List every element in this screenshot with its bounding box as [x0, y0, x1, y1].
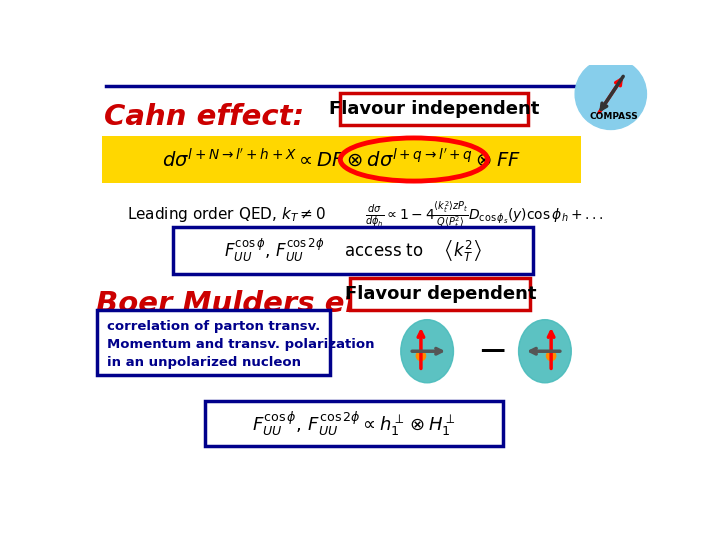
Ellipse shape: [401, 320, 454, 383]
Text: $-$: $-$: [477, 333, 505, 367]
FancyBboxPatch shape: [351, 278, 530, 310]
FancyBboxPatch shape: [173, 226, 533, 274]
Text: $F_{UU}^{\cos\phi},\,F_{UU}^{\cos 2\phi}$    access to    $\left\langle k_T^2\ri: $F_{UU}^{\cos\phi},\,F_{UU}^{\cos 2\phi}…: [224, 237, 482, 264]
FancyBboxPatch shape: [341, 92, 528, 125]
Text: $d\sigma^{l+N\rightarrow l'+h+X} \propto DF \otimes d\sigma^{l+q\rightarrow l'+q: $d\sigma^{l+N\rightarrow l'+h+X} \propto…: [162, 148, 521, 171]
Text: correlation of parton transv.
Momentum and transv. polarization
in an unpolarize: correlation of parton transv. Momentum a…: [107, 320, 374, 369]
Text: Flavour dependent: Flavour dependent: [345, 285, 536, 303]
Text: Flavour independent: Flavour independent: [329, 100, 539, 118]
Text: Leading order QED, $k_T \neq 0$: Leading order QED, $k_T \neq 0$: [127, 205, 327, 224]
Circle shape: [575, 59, 647, 130]
FancyBboxPatch shape: [205, 401, 503, 446]
Text: Cahn effect:: Cahn effect:: [104, 103, 304, 131]
Ellipse shape: [518, 320, 571, 383]
FancyBboxPatch shape: [102, 136, 580, 184]
Text: $\frac{d\sigma}{d\phi_h} \propto 1-4\frac{\langle k_t^2\rangle zP_t}{Q\langle P_: $\frac{d\sigma}{d\phi_h} \propto 1-4\fra…: [365, 200, 604, 231]
FancyBboxPatch shape: [97, 310, 330, 375]
Text: $F_{UU}^{\cos\phi},\,F_{UU}^{\cos 2\phi} \propto h_1^\perp \otimes H_1^\perp$: $F_{UU}^{\cos\phi},\,F_{UU}^{\cos 2\phi}…: [253, 409, 456, 438]
Circle shape: [546, 351, 556, 361]
Text: COMPASS: COMPASS: [589, 112, 638, 121]
Circle shape: [416, 351, 426, 361]
Text: Boer Mulders effect:: Boer Mulders effect:: [96, 289, 433, 318]
